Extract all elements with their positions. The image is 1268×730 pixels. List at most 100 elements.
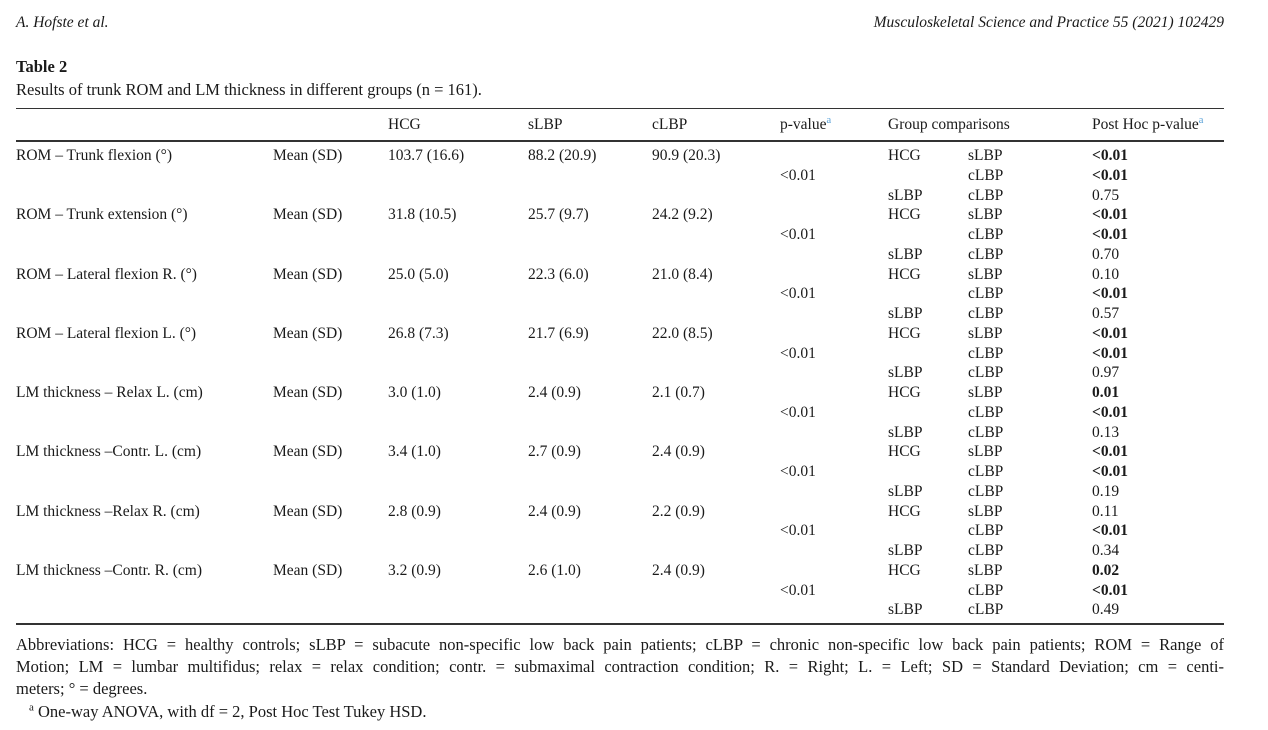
clbp-value: 22.0 (8.5) — [652, 324, 713, 342]
stat-cell: Mean (SD) — [273, 324, 343, 342]
comparison-group-2: sLBP — [968, 265, 1003, 283]
p-value-cell — [780, 600, 888, 624]
clbp-value — [652, 363, 780, 383]
stat-cell — [273, 186, 388, 206]
comparison-group-2: cLBP — [968, 522, 1004, 540]
post-hoc-p-value: <0.01 — [1092, 344, 1128, 362]
footnote-ref-a[interactable]: a — [1198, 114, 1204, 126]
row-label — [16, 363, 273, 383]
p-value-cell: <0.01 — [780, 226, 816, 243]
clbp-value: 2.2 (0.9) — [652, 502, 705, 520]
row-label — [16, 423, 273, 443]
table-row: <0.01 cLBP <0.01 — [16, 403, 1224, 423]
hcg-value: 3.2 (0.9) — [388, 561, 441, 579]
p-value-cell — [780, 205, 888, 225]
table-row: sLBP cLBP 0.19 — [16, 482, 1224, 502]
comparison-group-1 — [888, 403, 968, 423]
col-header-slbp: sLBP — [528, 108, 652, 142]
table-footer: Abbreviations: HCG = healthy controls; s… — [16, 634, 1224, 723]
footnote-ref-a[interactable]: a — [826, 114, 832, 126]
table-row: sLBP cLBP 0.75 — [16, 186, 1224, 206]
hcg-value — [388, 521, 528, 541]
stat-cell — [273, 245, 388, 265]
table-row: ROM – Lateral flexion L. (°) Mean (SD) 26.… — [16, 324, 1224, 344]
footnote-marker: a — [29, 701, 34, 714]
p-value-cell — [780, 245, 888, 265]
table-caption: Results of trunk ROM and LM thickness in… — [16, 80, 482, 99]
clbp-value — [652, 166, 780, 186]
p-value-cell — [780, 304, 888, 324]
clbp-value — [652, 581, 780, 601]
row-label — [16, 166, 273, 186]
post-hoc-p-value: <0.01 — [1092, 522, 1128, 540]
table-row: LM thickness –Relax R. (cm) Mean (SD) 2.8 … — [16, 502, 1224, 522]
p-value-cell — [780, 502, 888, 522]
comparison-group-1: sLBP — [888, 245, 923, 263]
footnote-a: a One-way ANOVA, with df = 2, Post Hoc T… — [16, 701, 1224, 723]
post-hoc-p-value: 0.70 — [1092, 245, 1120, 263]
row-label — [16, 284, 273, 304]
slbp-value — [528, 245, 652, 265]
clbp-value: 2.1 (0.7) — [652, 384, 705, 401]
table-row: <0.01 cLBP <0.01 — [16, 284, 1224, 304]
stat-cell — [273, 284, 388, 304]
clbp-value: 24.2 (9.2) — [652, 206, 713, 224]
row-label — [16, 600, 273, 624]
row-label: ROM – Lateral flexion L. (°) — [16, 324, 197, 342]
p-value-cell — [780, 186, 888, 206]
col-header-group-comparisons: Group comparisons — [888, 108, 1093, 142]
comparison-group-1: HCG — [888, 502, 921, 520]
p-value-cell — [780, 141, 888, 166]
post-hoc-p-value: 0.34 — [1092, 542, 1120, 559]
clbp-value — [652, 482, 780, 502]
col-header-post-hoc: Post Hoc p-valuea — [1092, 108, 1225, 142]
table-row: ROM – Trunk flexion (°) Mean (SD) 103.7 (1… — [16, 141, 1224, 166]
post-hoc-p-value: 0.57 — [1092, 305, 1120, 322]
stat-cell — [273, 403, 388, 423]
comparison-group-2: cLBP — [968, 403, 1004, 421]
clbp-value — [652, 284, 780, 304]
slbp-value: 2.4 (0.9) — [528, 502, 581, 520]
slbp-value: 2.4 (0.9) — [528, 384, 581, 401]
comparison-group-2: cLBP — [968, 601, 1004, 619]
abbreviations-line-3: meters; ° = degrees. — [16, 679, 148, 698]
table-row: sLBP cLBP 0.70 — [16, 245, 1224, 265]
slbp-value: 88.2 (20.9) — [528, 147, 597, 164]
comparison-group-2: cLBP — [968, 226, 1004, 243]
stat-cell: Mean (SD) — [273, 384, 343, 401]
comparison-group-1 — [888, 581, 968, 601]
hcg-value — [388, 186, 528, 206]
post-hoc-p-value: <0.01 — [1092, 463, 1128, 480]
stat-cell — [273, 482, 388, 502]
comparison-group-2: cLBP — [968, 245, 1004, 263]
slbp-value: 22.3 (6.0) — [528, 265, 589, 283]
row-label: LM thickness – Relax L. (cm) — [16, 384, 203, 401]
p-value-cell — [780, 265, 888, 285]
table-row: sLBP cLBP 0.57 — [16, 304, 1224, 324]
table-row: LM thickness – Relax L. (cm) Mean (SD) 3.0… — [16, 383, 1224, 403]
table-row: sLBP cLBP 0.97 — [16, 363, 1224, 383]
hcg-value: 2.8 (0.9) — [388, 502, 441, 520]
slbp-value — [528, 363, 652, 383]
comparison-group-2: sLBP — [968, 206, 1003, 224]
slbp-value — [528, 186, 652, 206]
stat-cell — [273, 166, 388, 186]
row-label — [16, 462, 273, 482]
clbp-value — [652, 403, 780, 423]
author-running-head: A. Hofste et al. — [16, 14, 109, 31]
table-row: <0.01 cLBP <0.01 — [16, 225, 1224, 245]
row-label — [16, 344, 273, 364]
slbp-value: 2.6 (1.0) — [528, 561, 581, 579]
clbp-value — [652, 186, 780, 206]
table-row: sLBP cLBP 0.49 — [16, 600, 1224, 624]
table-row: <0.01 cLBP <0.01 — [16, 521, 1224, 541]
slbp-value — [528, 304, 652, 324]
comparison-group-2: cLBP — [968, 364, 1004, 382]
abbreviations-line-1: Abbreviations: HCG = healthy controls; s… — [16, 635, 1224, 654]
hcg-value: 103.7 (16.6) — [388, 147, 465, 164]
p-value-cell: <0.01 — [780, 166, 816, 184]
post-hoc-p-value: <0.01 — [1092, 324, 1128, 342]
comparison-group-2: cLBP — [968, 285, 1004, 303]
hcg-value — [388, 462, 528, 482]
